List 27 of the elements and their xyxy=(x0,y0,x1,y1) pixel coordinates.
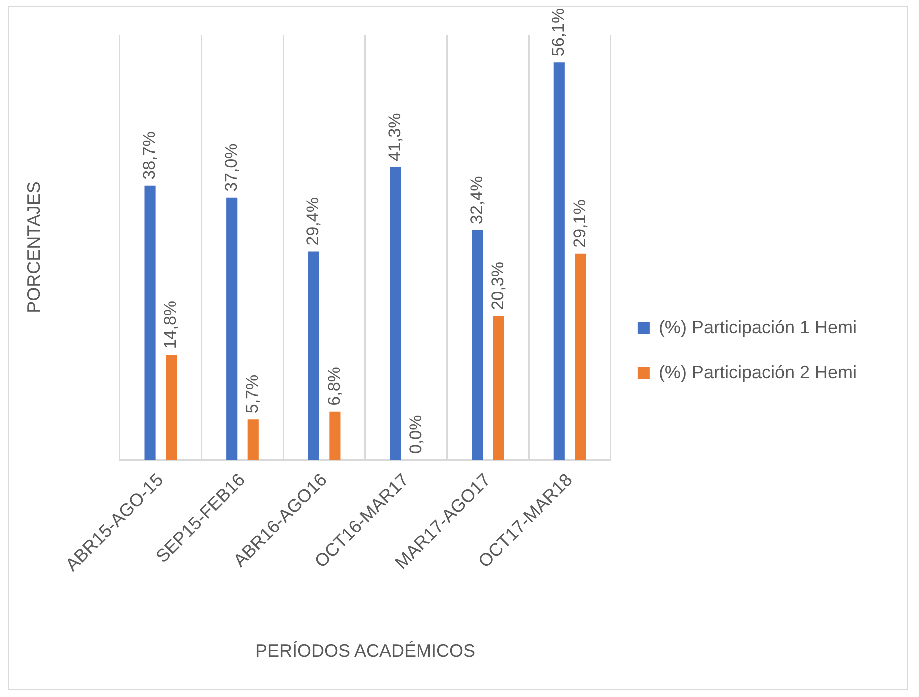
bar xyxy=(308,252,320,460)
data-label: 38,7% xyxy=(140,132,159,180)
data-label: 56,1% xyxy=(549,8,568,57)
bar xyxy=(248,420,259,460)
data-label: 5,7% xyxy=(243,374,262,414)
bar xyxy=(493,316,504,460)
bar xyxy=(390,167,402,460)
data-label: 20,3% xyxy=(488,262,508,310)
data-label: 32,4% xyxy=(467,176,486,224)
data-label: 37,0% xyxy=(222,144,241,192)
legend-label: (%) Participación 1 Hemi xyxy=(658,317,857,338)
bar xyxy=(554,62,565,460)
data-label: 6,8% xyxy=(324,367,344,406)
bar xyxy=(575,254,586,460)
bar xyxy=(330,412,341,460)
bar xyxy=(472,230,484,460)
y-axis-title: PORCENTAJES xyxy=(24,182,44,314)
x-axis-title: PERÍODOS ACADÉMICOS xyxy=(255,641,476,662)
data-label: 14,8% xyxy=(161,300,180,350)
data-label: 41,3% xyxy=(385,113,404,162)
bar xyxy=(166,355,178,460)
legend-label: (%) Participación 2 Hemi xyxy=(658,362,857,382)
data-label: 0,0% xyxy=(406,415,426,454)
data-label: 29,1% xyxy=(570,200,590,248)
bar xyxy=(144,186,156,460)
data-label: 29,4% xyxy=(304,198,323,246)
bar xyxy=(226,198,238,460)
